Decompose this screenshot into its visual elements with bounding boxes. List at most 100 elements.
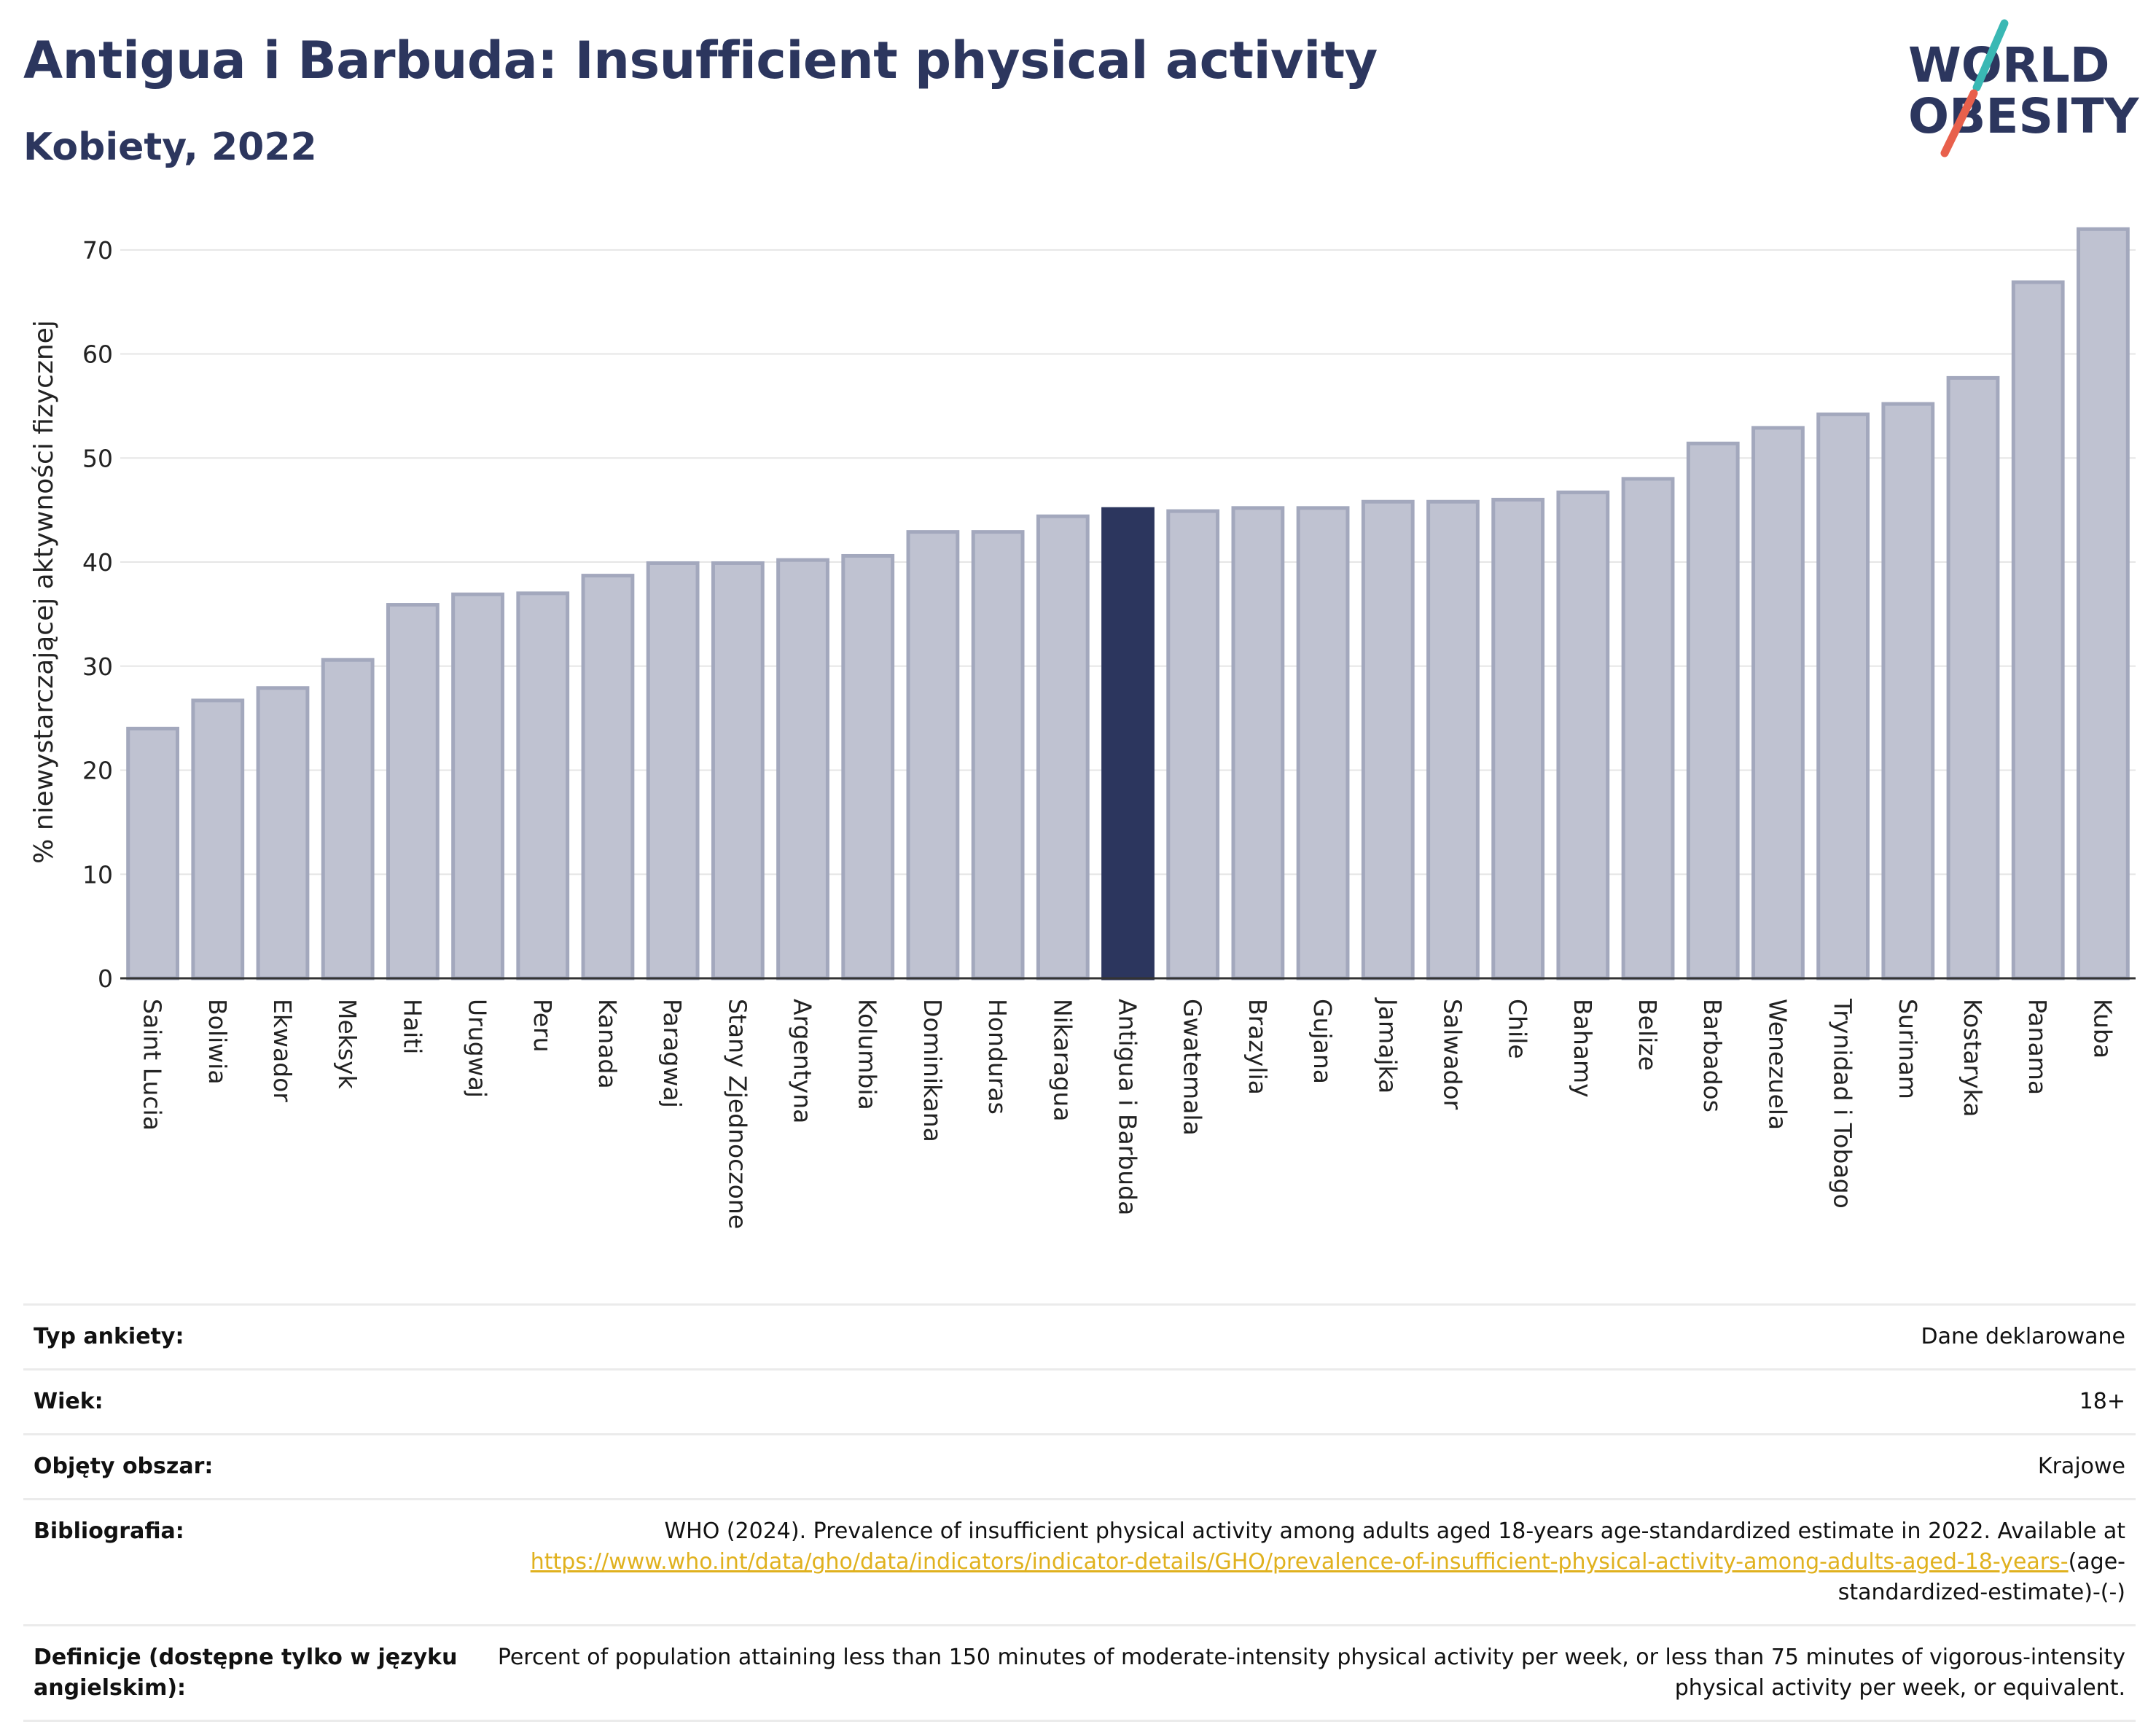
bar (126, 726, 179, 980)
bar (581, 574, 635, 980)
bibliography-value: WHO (2024). Prevalence of insufficient p… (485, 1516, 2125, 1608)
x-tick-label: Surinam (1894, 999, 1922, 1099)
age-value: 18+ (2079, 1389, 2125, 1414)
x-tick-label: Kuba (2088, 999, 2117, 1058)
bar (1296, 506, 1350, 980)
bar (1816, 412, 1870, 980)
bar (1166, 509, 1220, 980)
bar (841, 553, 895, 980)
x-tick-label: Ekwador (268, 999, 297, 1102)
x-tick-label: Kanada (593, 999, 622, 1089)
bar-chart: 0 10 20 30 40 50 60 70 Saint Lucia Boliwia Ekwador… (29, 227, 2136, 1229)
world-obesity-logo: WORLD OBESITY (1908, 19, 2140, 157)
bibliography-label: Bibliografia: (34, 1518, 184, 1544)
x-tick-label: Barbados (1698, 999, 1727, 1112)
definition-row: Definicje (dostępne tylko w języku angie… (23, 1624, 2136, 1722)
x-tick-label: Gwatemala (1179, 999, 1207, 1136)
bars (126, 227, 2130, 980)
x-tick-label: Saint Lucia (138, 999, 167, 1131)
x-tick-label: Gujana (1308, 999, 1337, 1084)
survey-type-row: Typ ankiety: Dane deklarowane (23, 1303, 2136, 1368)
bar (516, 591, 570, 980)
bar (256, 686, 310, 980)
x-tick-label: Bahamy (1569, 999, 1597, 1098)
x-tick-label: Jamajka (1373, 997, 1402, 1093)
bibliography-suffix: (age-standardized-estimate)-(-) (1837, 1549, 2125, 1605)
y-tick-label: 30 (82, 652, 113, 681)
x-tick-label: Haiti (398, 999, 426, 1054)
bar (1491, 497, 1545, 980)
x-tick-label: Nikaragua (1048, 999, 1077, 1121)
bar (1101, 507, 1155, 980)
y-tick-label: 60 (82, 340, 113, 369)
x-tick-label: Salwador (1438, 999, 1466, 1110)
x-tick-label: Meksyk (333, 999, 362, 1090)
x-tick-label: Antigua i Barbuda (1114, 999, 1142, 1215)
x-tick-label: Urugwaj (464, 999, 492, 1098)
bar (1621, 477, 1675, 980)
x-tick-label: Trynidad i Tobago (1829, 998, 1857, 1209)
logo-text-obesity: OBESITY (1908, 88, 2140, 144)
bar (2011, 280, 2065, 980)
x-tick-label: Paragwaj (658, 999, 687, 1108)
survey-type-label: Typ ankiety: (34, 1324, 184, 1349)
definition-label: Definicje (dostępne tylko w języku angie… (34, 1645, 458, 1701)
y-tick-label: 10 (82, 860, 113, 889)
survey-type-value: Dane deklarowane (1921, 1324, 2125, 1349)
axes: 0 10 20 30 40 50 60 70 Saint Lucia Boliwia Ekwador… (82, 236, 2136, 1229)
y-tick-label: 0 (98, 964, 113, 993)
bar (711, 561, 765, 980)
bibliography-text: WHO (2024). Prevalence of insufficient p… (664, 1518, 2125, 1544)
y-axis-label: % niewystarczającej aktywności fizycznej (29, 320, 59, 864)
x-tick-label: Peru (528, 999, 557, 1053)
bar (1881, 402, 1935, 980)
bar (451, 592, 504, 980)
y-tick-label: 50 (82, 444, 113, 472)
bar (321, 658, 375, 980)
x-tick-label: Chile (1504, 999, 1532, 1059)
bibliography-link[interactable]: https://www.who.int/data/gho/data/indica… (530, 1549, 2069, 1575)
x-tick-label: Dominikana (918, 999, 947, 1142)
logo-slash-red (1940, 89, 1978, 157)
bar (1231, 506, 1285, 980)
chart-subtitle: Kobiety, 2022 (23, 125, 317, 169)
y-tick-label: 40 (82, 548, 113, 577)
bar (1686, 441, 1740, 980)
x-tick-label: Boliwia (203, 999, 232, 1085)
bar (971, 530, 1025, 980)
bar (1361, 499, 1415, 980)
bar (1751, 426, 1805, 980)
x-tick-label: Wenezuela (1763, 999, 1792, 1130)
info-table: Typ ankiety: Dane deklarowane Wiek: 18+ … (23, 1303, 2136, 1722)
x-tick-label: Kostaryka (1958, 999, 1987, 1117)
x-tick-label: Stany Zjednoczone (723, 999, 751, 1229)
area-value: Krajowe (2037, 1454, 2125, 1479)
bar (386, 603, 440, 980)
area-label: Objęty obszar: (34, 1454, 214, 1479)
age-row: Wiek: 18+ (23, 1368, 2136, 1433)
x-tick-label: Honduras (983, 999, 1012, 1115)
y-tick-label: 70 (82, 236, 113, 265)
area-row: Objęty obszar: Krajowe (23, 1433, 2136, 1498)
chart-title: Antigua i Barbuda: Insufficient physical… (23, 31, 1378, 90)
bar (2077, 227, 2130, 980)
bar (1426, 499, 1480, 980)
logo-slash-teal (1972, 19, 2009, 92)
bibliography-row: Bibliografia: WHO (2024). Prevalence of … (23, 1498, 2136, 1624)
y-tick-label: 20 (82, 757, 113, 785)
bar (191, 698, 245, 980)
bar (1036, 514, 1090, 980)
bar (1556, 490, 1610, 980)
bar (646, 561, 700, 980)
x-tick-label: Kolumbia (854, 999, 882, 1110)
bar (906, 530, 960, 980)
age-label: Wiek: (34, 1389, 103, 1414)
bar (1946, 375, 2000, 980)
definition-value: Percent of population attaining less tha… (497, 1645, 2125, 1701)
x-tick-label: Argentyna (789, 999, 817, 1123)
x-tick-label: Panama (2023, 999, 2052, 1095)
x-tick-label: Belize (1633, 999, 1662, 1071)
x-tick-label: Brazylia (1243, 999, 1272, 1095)
bar (776, 558, 829, 980)
logo-text-world: WORLD (1908, 37, 2110, 93)
